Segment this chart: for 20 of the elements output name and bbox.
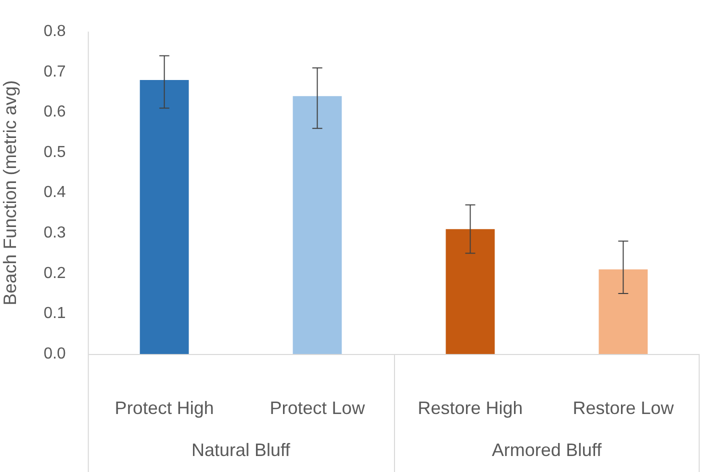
bar [292, 96, 342, 354]
y-tick-label: 0.4 [44, 184, 66, 202]
bar [598, 269, 648, 354]
x-tick-label: Protect Low [270, 398, 366, 418]
y-tick-label: 0.8 [44, 23, 66, 40]
text: Armored Bluff [492, 440, 603, 460]
x-tick-label: Restore Low [572, 398, 675, 418]
bar [140, 80, 189, 354]
y-tick-label: 0.2 [44, 264, 66, 282]
y-tick-label: 0.6 [44, 104, 66, 121]
x-tick-label: Restore High [418, 398, 523, 418]
y-tick-label: 0.0 [44, 345, 66, 362]
y-tick-label: 0.3 [44, 224, 66, 242]
y-tick-label: 0.7 [44, 63, 66, 80]
text: Natural Bluff [191, 440, 292, 460]
y-tick-label: 0.5 [44, 144, 66, 161]
y-axis-title: Beach Function (metric avg) [0, 80, 20, 306]
x-tick-label: Protect High [114, 398, 214, 418]
y-tick-label: 0.1 [44, 305, 66, 322]
bar [446, 229, 495, 354]
